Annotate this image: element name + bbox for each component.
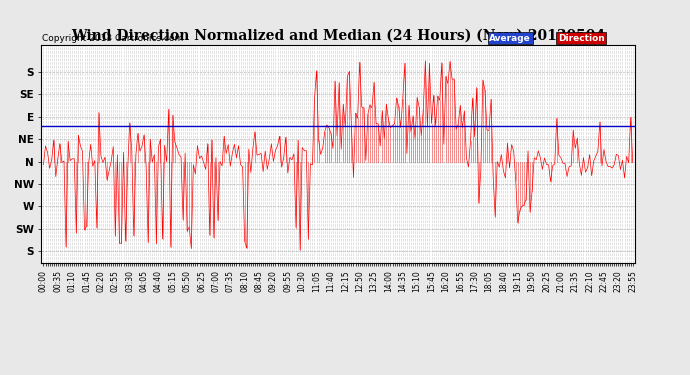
Text: Direction: Direction [558, 34, 604, 43]
Text: Copyright 2013 Cartronics.com: Copyright 2013 Cartronics.com [42, 34, 184, 43]
Title: Wind Direction Normalized and Median (24 Hours) (New) 20130504: Wind Direction Normalized and Median (24… [71, 28, 605, 42]
Text: Average: Average [489, 34, 531, 43]
